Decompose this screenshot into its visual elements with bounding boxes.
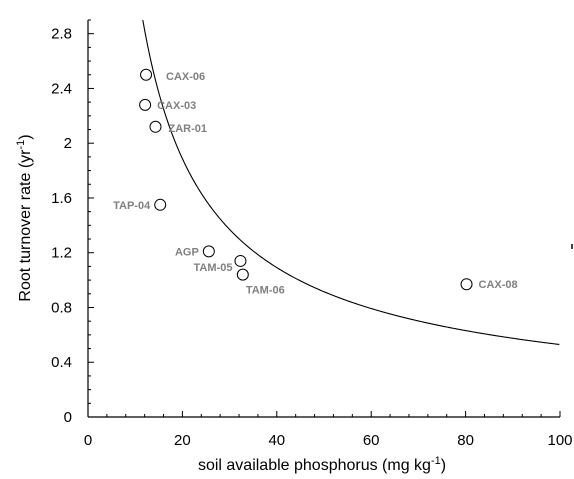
x-tick-label: 60 [363,432,380,449]
y-tick-label: 2.8 [51,26,72,43]
x-tick-label: 100 [547,432,572,449]
data-point [234,254,247,267]
data-point [139,98,152,111]
fit-curve [142,19,560,346]
y-tick-label: 0.8 [51,299,72,316]
data-point [140,68,153,81]
axes [87,19,561,418]
point-label: CAX-03 [157,100,196,112]
y-tick-label: 1.2 [51,245,72,262]
point-labels-group: CAX-06 CAX-03 ZAR-01 TAP-04 AGP TAM-05 TAM-06 C… [113,71,518,297]
fit-curve-group [142,19,560,346]
point-label: CAX-08 [479,279,518,291]
point-label: AGP [175,246,199,258]
point-label: ZAR-01 [168,123,207,135]
x-axis-title: soil available phosphorus (mg kg-1) [198,455,446,474]
data-point [154,198,167,211]
y-tick-label: 2.4 [51,80,72,97]
point-label: TAM-05 [194,262,233,274]
data-point [460,278,473,291]
points-group [139,68,473,291]
tick-labels-group: 0 0.4 0.8 1.2 1.6 2 2.4 2.8 0 20 40 60 80 100 [51,26,572,449]
point-label: CAX-06 [166,71,205,83]
data-point [202,245,215,258]
x-tick-label: 20 [174,432,191,449]
y-axis-title: Root turnover rate (yr-1) [15,134,34,301]
x-tick-label: 40 [268,432,285,449]
x-tick-label: 0 [84,432,92,449]
x-tick-label: 80 [457,432,474,449]
y-tick-label: 1.6 [51,190,72,207]
data-point [236,268,249,281]
point-label: TAM-06 [246,285,285,297]
y-tick-label: 0.4 [51,354,72,371]
point-label: TAP-04 [113,200,151,212]
y-tick-label: 2 [64,135,72,152]
data-point [149,120,162,133]
y-tick-label: 0 [64,409,72,426]
